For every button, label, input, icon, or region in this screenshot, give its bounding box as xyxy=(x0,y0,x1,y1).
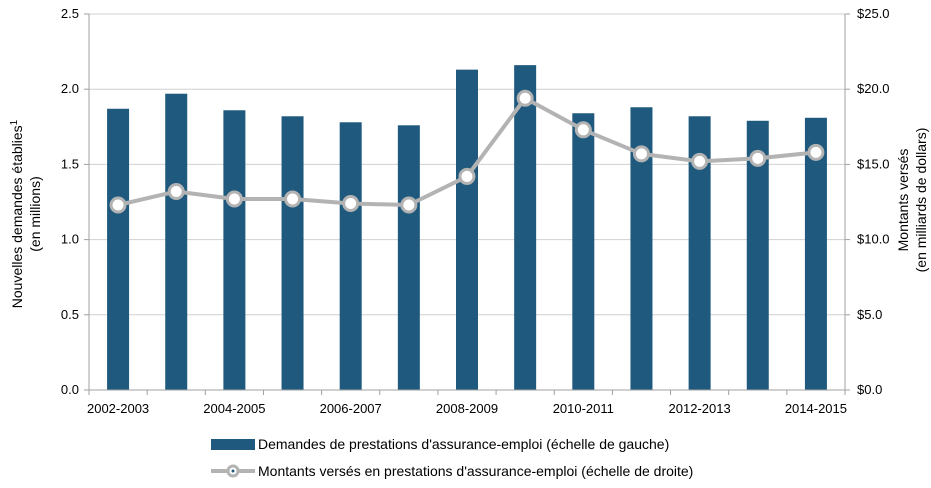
bar xyxy=(514,65,537,391)
line-point xyxy=(284,190,302,208)
x-axis-ticks: 2002-2003 2004-2005 2006-2007 2008-2009 2010… xyxy=(87,401,847,416)
right-tick-label: $5.0 xyxy=(857,307,882,322)
line-series xyxy=(109,89,825,214)
left-tick-label: 2.0 xyxy=(61,81,79,96)
bar xyxy=(456,69,478,390)
right-axis-subtitle: (en milliards de dollars) xyxy=(913,128,929,273)
left-tick-label: 1.0 xyxy=(61,232,79,247)
right-tick-label: $15.0 xyxy=(857,156,890,171)
line-point xyxy=(225,190,243,208)
left-axis-title: Nouvelles demandes établies1 xyxy=(9,119,26,308)
x-tick-label: 2014-2015 xyxy=(785,401,847,416)
right-axis-ticks: $0.0 $5.0 $10.0 $15.0 $20.0 $25.0 xyxy=(857,6,890,397)
left-tick-label: 0.5 xyxy=(61,307,79,322)
x-tick-label: 2006-2007 xyxy=(320,401,382,416)
bar-series xyxy=(107,65,827,391)
legend-bar-label: Demandes de prestations d'assurance-empl… xyxy=(258,436,669,452)
left-axis-ticks: 0.0 0.5 1.0 1.5 2.0 2.5 xyxy=(61,6,79,397)
bar xyxy=(804,117,827,390)
line-point xyxy=(167,182,185,200)
right-tick-label: $25.0 xyxy=(857,6,890,21)
bar xyxy=(107,108,130,390)
line-point xyxy=(632,145,650,163)
bar xyxy=(281,116,304,390)
legend-line-marker-dot xyxy=(231,469,235,473)
axes xyxy=(84,13,850,395)
bar xyxy=(165,93,188,390)
bar xyxy=(688,116,711,390)
right-axis-title: Montants versés xyxy=(895,149,911,252)
bar xyxy=(572,113,595,390)
left-tick-label: 1.5 xyxy=(61,156,79,171)
line-point xyxy=(342,195,360,213)
x-tick-label: 2002-2003 xyxy=(87,401,149,416)
line-point xyxy=(749,149,767,167)
line-point xyxy=(400,196,418,214)
bar xyxy=(397,125,420,391)
right-tick-label: $20.0 xyxy=(857,81,890,96)
right-tick-label: $10.0 xyxy=(857,232,890,247)
x-tick-label: 2010-2011 xyxy=(553,401,614,416)
bar xyxy=(746,120,769,390)
x-tick-label: 2008-2009 xyxy=(436,401,498,416)
x-tick-label: 2012-2013 xyxy=(669,401,731,416)
bar xyxy=(339,122,362,391)
line-point xyxy=(458,167,476,185)
legend-bar-swatch xyxy=(211,439,255,450)
line-point xyxy=(574,121,592,139)
bar xyxy=(630,107,653,391)
legend-line-label: Montants versés en prestations d'assuran… xyxy=(258,463,693,479)
line-point xyxy=(807,143,825,161)
line-point xyxy=(516,89,534,107)
right-tick-label: $0.0 xyxy=(857,382,882,397)
line-point xyxy=(109,196,127,214)
x-tick-label: 2004-2005 xyxy=(203,401,265,416)
line-point xyxy=(691,152,709,170)
left-tick-label: 0.0 xyxy=(61,382,79,397)
left-tick-label: 2.5 xyxy=(61,6,79,21)
left-axis-subtitle: (en millions) xyxy=(27,176,43,251)
bar xyxy=(223,110,246,391)
legend: Demandes de prestations d'assurance-empl… xyxy=(211,436,693,479)
